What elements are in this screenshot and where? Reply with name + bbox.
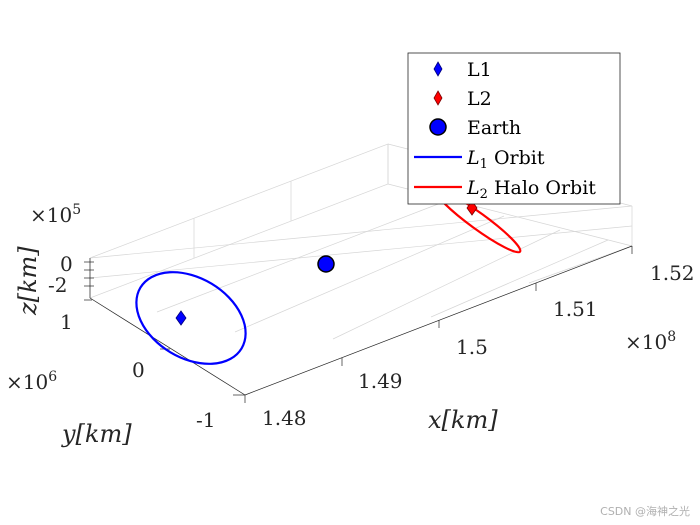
markers bbox=[175, 200, 478, 326]
y-tick-labels: -1 0 1 bbox=[60, 310, 215, 432]
grid-yz-back bbox=[89, 143, 389, 299]
z-tick-label-1: -2 bbox=[48, 273, 67, 297]
legend-l1-marker bbox=[433, 61, 443, 77]
x-axis-label: x[km] bbox=[428, 406, 498, 434]
z-multiplier: ×105 bbox=[30, 202, 81, 227]
grid-zplane-2 bbox=[89, 225, 633, 279]
grid-zplane-1 bbox=[89, 205, 633, 259]
x-tick-label-1: 1.48 bbox=[262, 406, 307, 430]
y-tick-label-1: -1 bbox=[196, 408, 215, 432]
grid-floor-5 bbox=[528, 245, 633, 284]
legend-l2-halo-orbit-label: L2 Halo Orbit bbox=[466, 177, 596, 202]
y-multiplier: ×106 bbox=[6, 369, 57, 394]
y-tick-label-2: 0 bbox=[132, 358, 145, 382]
grid-floor-1 bbox=[156, 200, 447, 313]
watermark: CSDN @海神之光 bbox=[600, 505, 690, 518]
earth-marker bbox=[317, 255, 335, 273]
grid-floor-3 bbox=[332, 229, 561, 340]
grid-floor-4 bbox=[430, 239, 609, 318]
legend-l1-orbit-label: L1 Orbit bbox=[466, 147, 545, 172]
legend-l2-marker bbox=[433, 90, 443, 106]
x-tick-label-5: 1.52 bbox=[650, 261, 695, 285]
l1-marker bbox=[175, 310, 187, 326]
legend-earth-label: Earth bbox=[467, 117, 521, 139]
z-tick-labels: -2 0 bbox=[48, 252, 73, 297]
x-tick-label-3: 1.5 bbox=[456, 335, 488, 359]
x-tick-label-4: 1.51 bbox=[553, 297, 598, 321]
l2-marker bbox=[466, 200, 478, 216]
grid-floor-2 bbox=[234, 215, 505, 333]
y-tick-label-3: 1 bbox=[60, 310, 73, 334]
x-tick-label-2: 1.49 bbox=[358, 369, 403, 393]
z-tick-label-2: 0 bbox=[60, 252, 73, 276]
y-axis-label: y[km] bbox=[61, 420, 132, 448]
x-tick-labels: 1.48 1.49 1.5 1.51 1.52 bbox=[262, 261, 695, 430]
axis-box bbox=[84, 245, 633, 403]
legend-earth-marker bbox=[429, 118, 447, 136]
l1-orbit-line bbox=[135, 271, 247, 365]
x-axis-line bbox=[244, 245, 633, 396]
y-axis-line bbox=[89, 297, 246, 396]
legend: L1 L2 Earth L1 Orbit L2 Halo Orbit bbox=[407, 52, 621, 205]
x-multiplier: ×108 bbox=[625, 329, 676, 354]
z-axis-label: z[km] bbox=[14, 246, 42, 316]
legend-l2-label: L2 bbox=[467, 88, 492, 110]
legend-l1-label: L1 bbox=[467, 59, 492, 81]
